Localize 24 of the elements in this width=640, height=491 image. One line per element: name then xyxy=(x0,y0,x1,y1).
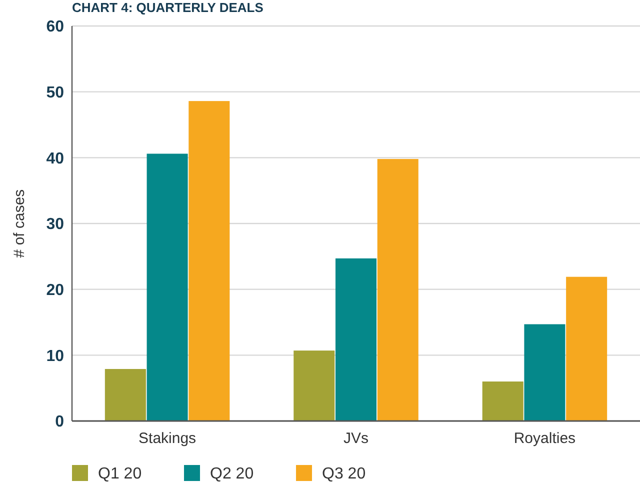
bar xyxy=(566,276,608,421)
legend-label: Q3 20 xyxy=(322,466,366,483)
bar xyxy=(524,324,566,421)
y-tick-label: 10 xyxy=(46,348,64,365)
x-tick-label: Stakings xyxy=(138,430,196,447)
y-axis-title: # of cases xyxy=(11,189,28,258)
y-tick-label: 60 xyxy=(46,18,64,36)
legend-label: Q2 20 xyxy=(210,466,254,483)
y-tick-label: 20 xyxy=(46,282,64,299)
bar xyxy=(188,101,230,421)
bar xyxy=(377,158,418,421)
chart-title: CHART 4: QUARTERLY DEALS xyxy=(72,0,264,15)
bar xyxy=(482,382,524,421)
y-tick-label: 50 xyxy=(46,84,64,102)
y-tick-label: 40 xyxy=(46,150,64,168)
x-tick-label: Royalties xyxy=(514,430,576,447)
y-tick-label: 0 xyxy=(55,414,64,431)
y-tick-label: 30 xyxy=(46,216,64,234)
bar xyxy=(335,258,377,421)
bar xyxy=(294,350,335,421)
legend-label: Q1 20 xyxy=(98,466,142,483)
bar xyxy=(104,368,146,421)
bar xyxy=(146,154,188,421)
x-tick-label: JVs xyxy=(343,430,369,447)
